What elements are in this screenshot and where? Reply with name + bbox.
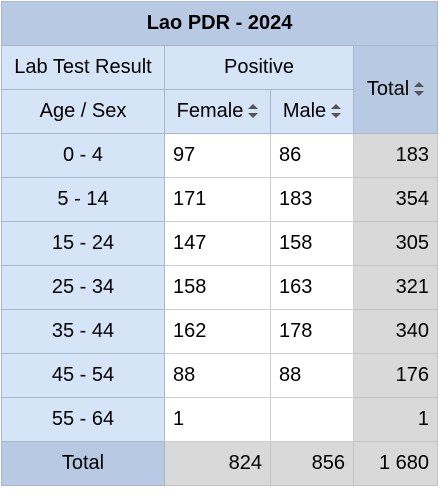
table-row: 0 - 4 97 86 183 (1, 133, 439, 178)
row-total: 354 (352, 177, 439, 222)
totals-row: Total 824 856 1 680 (1, 441, 439, 486)
header-row-2: Age / Sex Female Male (1, 89, 438, 134)
male-value (270, 397, 354, 442)
table-row: 25 - 34 158 163 321 (1, 265, 439, 310)
row-total: 1 (352, 397, 439, 442)
row-total: 176 (352, 353, 439, 398)
totals-row-label: Total (1, 441, 165, 486)
table-row: 5 - 14 171 183 354 (1, 177, 439, 222)
table-row: 55 - 64 1 1 (1, 397, 439, 442)
male-value: 183 (270, 177, 354, 222)
table-row: 15 - 24 147 158 305 (1, 221, 439, 266)
table-title: Lao PDR - 2024 (0, 1, 439, 46)
sort-icon[interactable] (248, 103, 259, 118)
sort-icon[interactable] (414, 81, 425, 96)
male-value: 86 (270, 133, 354, 178)
female-value: 171 (164, 177, 271, 222)
row-label: 15 - 24 (1, 221, 165, 266)
male-header-label: Male (282, 100, 327, 122)
table-row: 45 - 54 88 88 176 (1, 353, 439, 398)
female-header-label: Female (176, 100, 244, 122)
row-total: 183 (352, 133, 439, 178)
male-value: 163 (270, 265, 354, 310)
row-label: 35 - 44 (1, 309, 165, 354)
row-total: 321 (352, 265, 439, 310)
female-value: 147 (164, 221, 271, 266)
title-row: Lao PDR - 2024 (0, 1, 439, 46)
male-column-header[interactable]: Male (270, 89, 354, 134)
male-value: 158 (270, 221, 354, 266)
row-dimension-label: Lab Test Result (1, 45, 165, 90)
total-column-header[interactable]: Total (352, 45, 439, 134)
female-value: 162 (164, 309, 271, 354)
positive-group-header: Positive (164, 45, 354, 90)
header-row-1: Lab Test Result Positive Total (1, 45, 439, 134)
female-value: 88 (164, 353, 271, 398)
female-value: 158 (164, 265, 271, 310)
row-label: 0 - 4 (1, 133, 165, 178)
column-dimension-label: Age / Sex (1, 89, 165, 134)
female-column-header[interactable]: Female (164, 89, 271, 134)
row-label: 55 - 64 (1, 397, 165, 442)
male-total: 856 (270, 441, 354, 486)
sort-icon[interactable] (331, 103, 342, 118)
female-value: 97 (164, 133, 271, 178)
row-label: 25 - 34 (1, 265, 165, 310)
row-total: 340 (352, 309, 439, 354)
row-label: 45 - 54 (1, 353, 165, 398)
row-label: 5 - 14 (1, 177, 165, 222)
row-total: 305 (352, 221, 439, 266)
pivot-table: Lao PDR - 2024 Lab Test Result Positive … (0, 1, 439, 486)
female-total: 824 (164, 441, 271, 486)
male-value: 88 (270, 353, 354, 398)
female-value: 1 (164, 397, 271, 442)
total-header-label: Total (366, 78, 410, 100)
table-row: 35 - 44 162 178 340 (1, 309, 439, 354)
male-value: 178 (270, 309, 354, 354)
grand-total: 1 680 (352, 441, 439, 486)
